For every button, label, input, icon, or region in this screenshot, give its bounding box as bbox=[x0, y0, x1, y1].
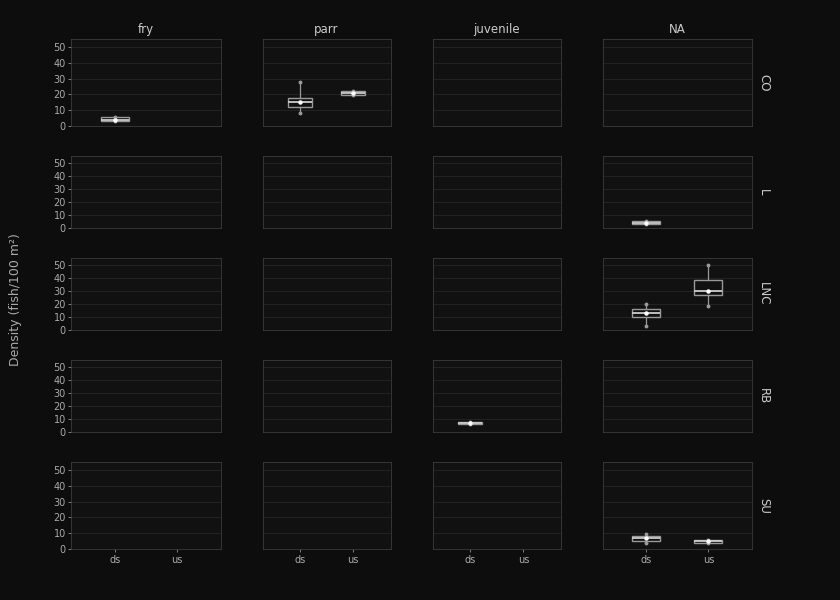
Text: parr: parr bbox=[314, 23, 339, 36]
Text: Density (fish/100 m²): Density (fish/100 m²) bbox=[8, 233, 22, 367]
Bar bbox=[341, 91, 365, 95]
Text: fry: fry bbox=[138, 23, 154, 36]
Bar bbox=[695, 280, 722, 295]
Bar bbox=[101, 118, 129, 121]
Bar bbox=[458, 422, 482, 424]
Bar bbox=[288, 98, 312, 107]
Bar bbox=[633, 309, 660, 317]
Text: NA: NA bbox=[669, 23, 685, 36]
Bar bbox=[633, 536, 660, 541]
Text: LNC: LNC bbox=[757, 282, 770, 306]
Text: L: L bbox=[757, 189, 770, 195]
Text: RB: RB bbox=[757, 388, 770, 404]
Text: SU: SU bbox=[757, 497, 770, 514]
Text: CO: CO bbox=[757, 74, 770, 91]
Text: juvenile: juvenile bbox=[473, 23, 520, 36]
Bar bbox=[633, 221, 660, 224]
Bar bbox=[695, 539, 722, 542]
